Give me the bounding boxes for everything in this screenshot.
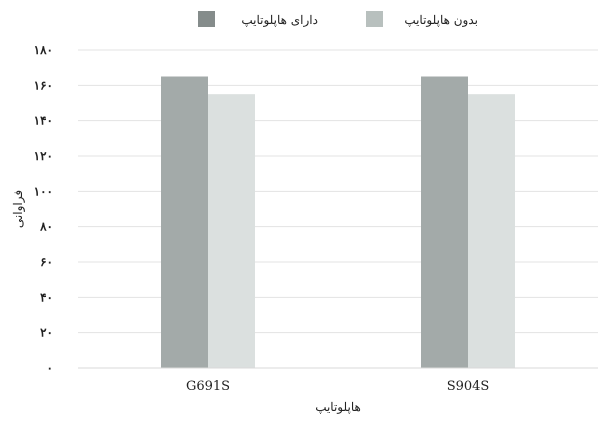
bar-S904S-series-0 — [421, 76, 468, 368]
legend-swatch-with-haplotype — [198, 11, 215, 27]
y-tick-label: ۱۶۰ — [34, 78, 53, 92]
y-tick-label: ۴۰ — [40, 290, 53, 304]
y-tick-label: ۱۲۰ — [34, 149, 53, 163]
y-tick-label: ۲۰ — [40, 326, 53, 340]
x-tick-label: G691S — [186, 379, 230, 394]
y-tick-label: ۱۰۰ — [34, 184, 53, 198]
gridlines — [78, 49, 598, 334]
x-axis-title: هاپلوتایپ — [315, 400, 361, 414]
bar-G691S-series-1 — [208, 94, 255, 369]
legend-swatch-without-haplotype — [366, 11, 383, 27]
y-tick-label: ۱۴۰ — [34, 114, 53, 128]
bar-G691S-series-0 — [161, 76, 208, 368]
legend: دارای هاپلوتایپ بدون هاپلوتایپ — [198, 11, 478, 27]
y-tick-label: ۶۰ — [40, 255, 53, 269]
bar-S904S-series-1 — [468, 94, 515, 369]
y-tick-label: ۱۸۰ — [34, 43, 53, 57]
bars — [161, 76, 515, 369]
y-axis-title: فراوانی — [11, 190, 25, 228]
y-tick-labels: ۰ ۲۰ ۴۰ ۶۰ ۸۰ ۱۰۰ ۱۲۰ ۱۴۰ ۱۶۰ ۱۸۰ — [34, 43, 53, 375]
legend-label-with-haplotype: دارای هاپلوتایپ — [241, 13, 318, 27]
x-tick-label: S904S — [447, 379, 490, 394]
x-tick-labels: G691S S904S — [186, 379, 489, 394]
y-tick-label: ۸۰ — [39, 220, 53, 234]
legend-label-without-haplotype: بدون هاپلوتایپ — [404, 13, 478, 27]
y-tick-label: ۰ — [47, 361, 53, 375]
